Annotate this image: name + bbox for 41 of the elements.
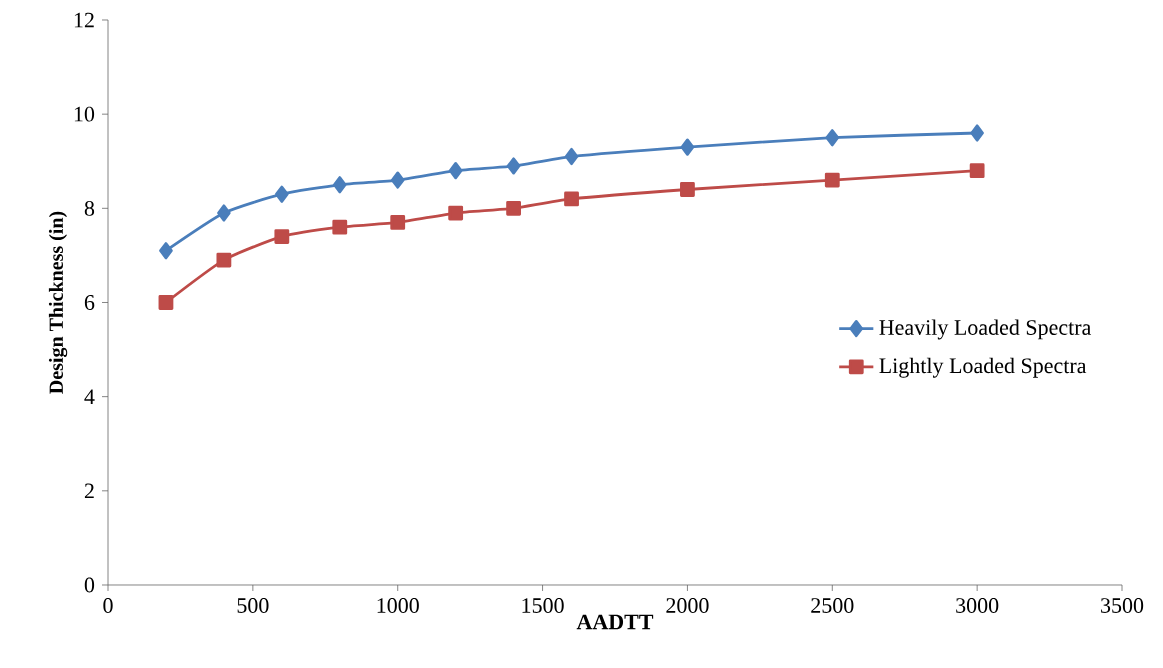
point bbox=[680, 182, 695, 197]
y-tick-label: 6 bbox=[84, 295, 95, 310]
point bbox=[506, 200, 521, 216]
point bbox=[506, 157, 521, 175]
y-tick-label: 8 bbox=[84, 200, 95, 216]
x-tick-label: 3000 bbox=[956, 598, 999, 613]
point bbox=[390, 215, 406, 230]
point bbox=[158, 295, 174, 310]
point bbox=[824, 172, 840, 188]
point bbox=[217, 204, 231, 222]
y-tick-label: 10 bbox=[74, 106, 95, 122]
y-tick-label: 4 bbox=[84, 389, 95, 404]
point bbox=[274, 229, 290, 244]
x-tick-label: 2500 bbox=[811, 598, 854, 613]
y-tick-label: 0 bbox=[84, 577, 95, 593]
x-tick-label: 500 bbox=[237, 598, 269, 613]
point bbox=[564, 191, 579, 207]
point bbox=[216, 252, 232, 268]
point bbox=[332, 176, 347, 194]
point bbox=[275, 185, 289, 203]
y-tick-label: 12 bbox=[74, 12, 94, 28]
point bbox=[390, 171, 405, 189]
x-axis-title: AADTT bbox=[576, 614, 654, 630]
x-tick-label: 1500 bbox=[522, 598, 564, 613]
x-tick-label: 0 bbox=[103, 598, 113, 613]
point bbox=[825, 129, 840, 147]
x-tick-label: 2000 bbox=[666, 598, 709, 613]
point bbox=[970, 124, 984, 142]
point bbox=[332, 219, 348, 235]
x-tick-label: 3500 bbox=[1101, 598, 1144, 613]
point bbox=[564, 147, 579, 166]
x-tick-label: 1000 bbox=[377, 598, 419, 613]
y-axis-title: Design Thickness (in) bbox=[48, 211, 68, 394]
legend-label: Heavily Loaded Spectra bbox=[879, 319, 1092, 340]
legend-label: Lightly Loaded Spectra bbox=[879, 357, 1087, 378]
point bbox=[448, 205, 464, 221]
point bbox=[680, 138, 695, 156]
point bbox=[448, 162, 463, 180]
point bbox=[159, 242, 173, 260]
point bbox=[969, 163, 985, 179]
y-tick-label: 2 bbox=[84, 483, 94, 499]
